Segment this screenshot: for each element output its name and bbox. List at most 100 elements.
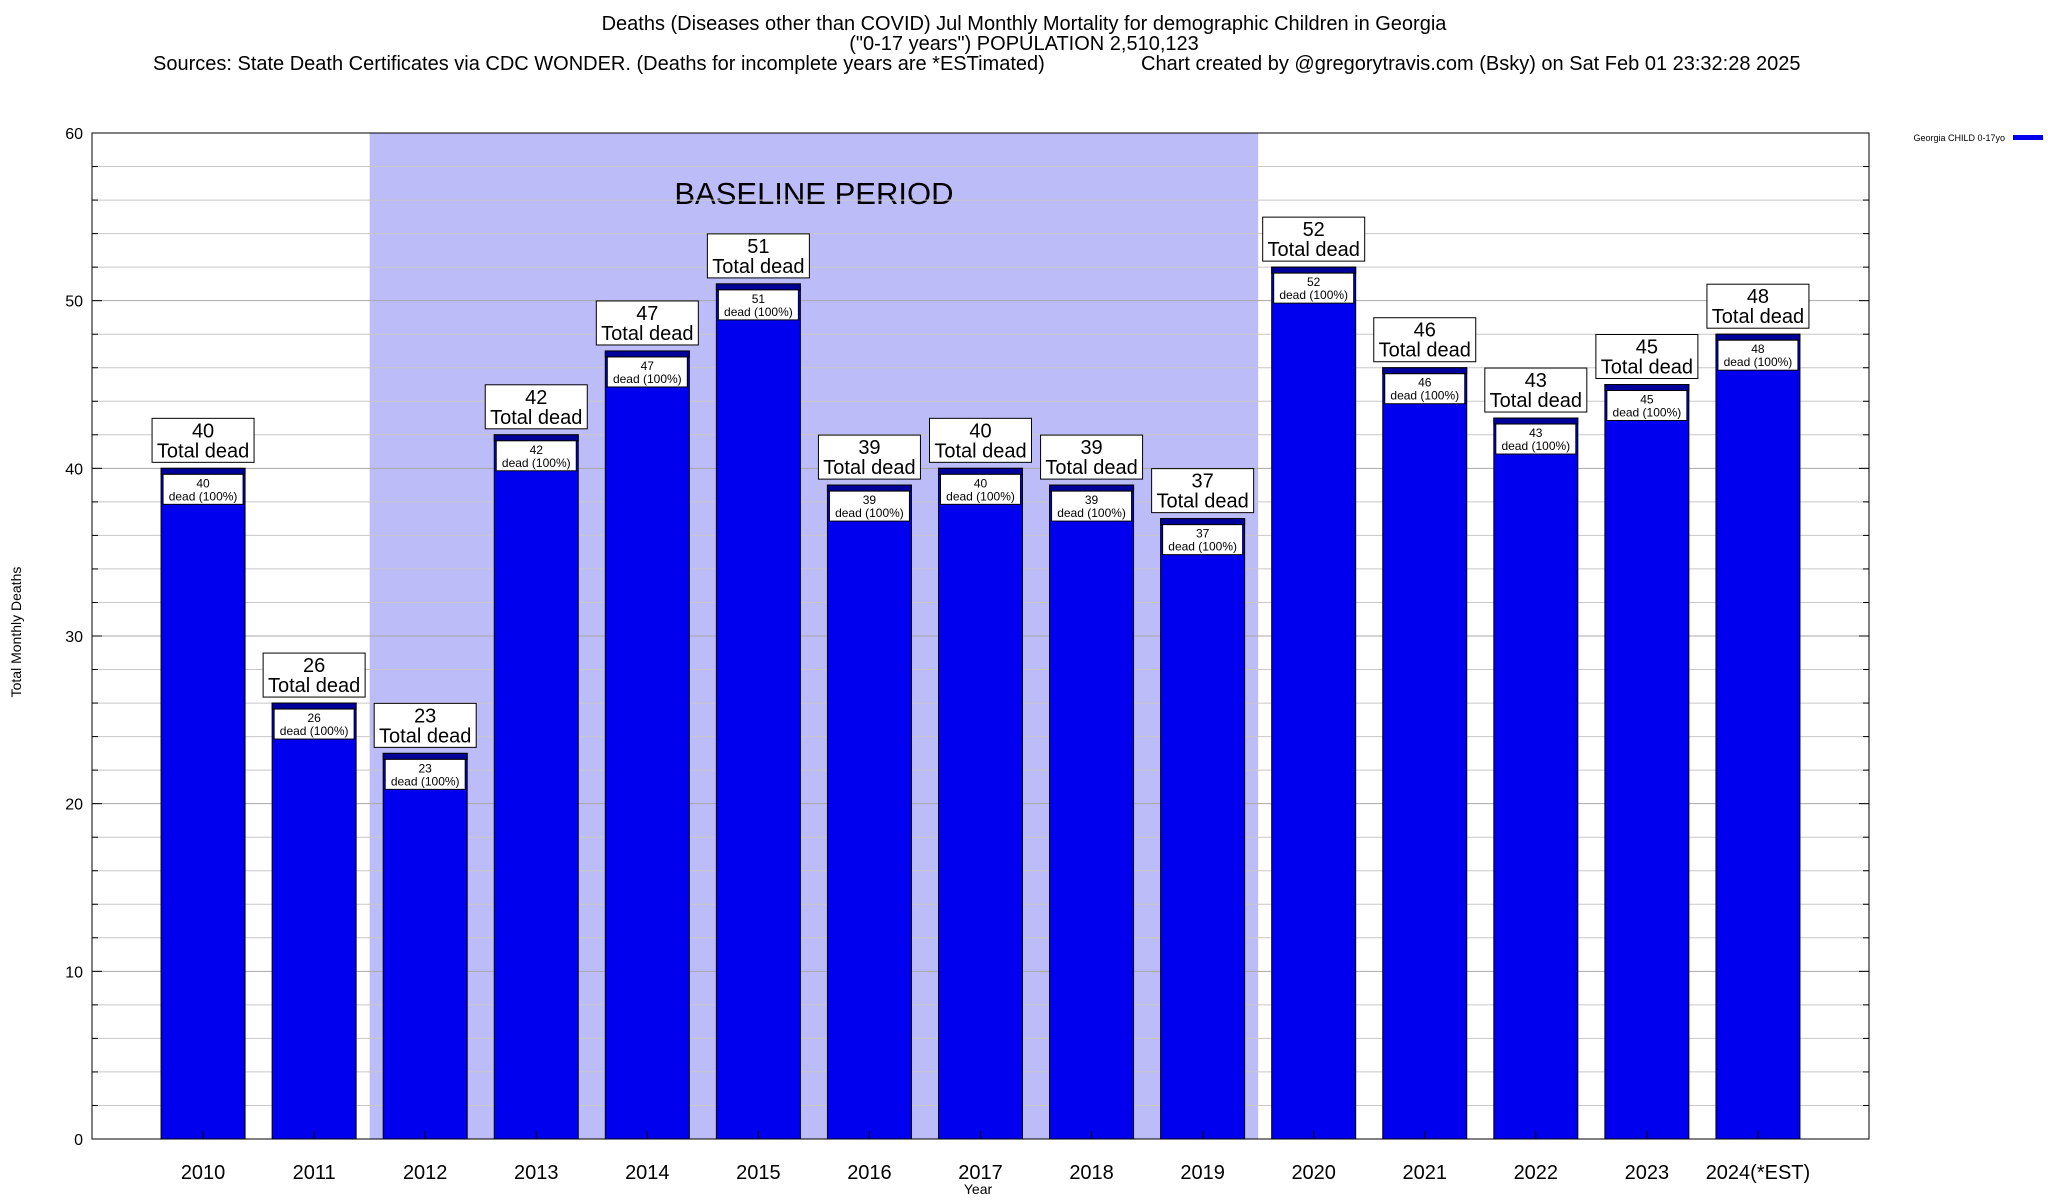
inner-label-box bbox=[273, 708, 355, 740]
bar-top-cap bbox=[604, 350, 690, 358]
total-label-value: 37 bbox=[1192, 471, 1214, 493]
inner-label-box bbox=[1495, 423, 1577, 455]
inner-label-box bbox=[384, 758, 466, 790]
x-tick-label: 2013 bbox=[514, 1162, 559, 1184]
inner-label-box bbox=[1051, 490, 1133, 522]
bar bbox=[493, 434, 579, 1140]
inner-label-box bbox=[717, 289, 799, 321]
total-label-value: 45 bbox=[1636, 337, 1658, 359]
inner-label-value: 47 bbox=[641, 359, 655, 373]
total-label-value: 47 bbox=[636, 303, 658, 325]
y-tick-label: 0 bbox=[74, 1132, 83, 1149]
x-tick-label: 2010 bbox=[181, 1162, 226, 1184]
bar bbox=[382, 752, 468, 1140]
bar-top-cap bbox=[1271, 266, 1357, 274]
bar bbox=[715, 283, 801, 1140]
inner-label-value: 52 bbox=[1307, 275, 1321, 289]
x-tick-label: 2021 bbox=[1403, 1162, 1448, 1184]
bar-top-cap bbox=[1382, 367, 1468, 375]
total-label-box bbox=[1373, 317, 1477, 363]
chart-subtitle: ("0-17 years") POPULATION 2,510,123 bbox=[849, 33, 1199, 55]
inner-label-text: dead (100%) bbox=[835, 506, 904, 520]
total-label-value: 39 bbox=[858, 437, 880, 459]
inner-label-text: dead (100%) bbox=[280, 724, 349, 738]
x-tick-label: 2024(*EST) bbox=[1706, 1162, 1811, 1184]
bar-top-cap bbox=[1493, 417, 1579, 425]
bar bbox=[1160, 518, 1246, 1140]
y-tick-label: 60 bbox=[65, 126, 83, 143]
inner-label-box bbox=[828, 490, 910, 522]
total-label-box bbox=[151, 417, 255, 463]
inner-label-value: 39 bbox=[1085, 493, 1099, 507]
total-label-box bbox=[373, 702, 477, 748]
inner-label-value: 48 bbox=[1751, 342, 1765, 356]
inner-label-value: 37 bbox=[1196, 527, 1210, 541]
bar-top-cap bbox=[382, 752, 468, 760]
inner-label-box bbox=[1717, 339, 1799, 371]
bar-top-cap bbox=[493, 434, 579, 442]
legend-swatch bbox=[2013, 135, 2043, 140]
total-label-box bbox=[1151, 468, 1255, 514]
x-tick-label: 2020 bbox=[1291, 1162, 1336, 1184]
inner-label-text: dead (100%) bbox=[1057, 506, 1126, 520]
total-label-text: Total dead bbox=[379, 725, 471, 747]
x-tick-label: 2011 bbox=[293, 1162, 336, 1184]
inner-label-text: dead (100%) bbox=[1501, 439, 1570, 453]
total-label-box bbox=[262, 652, 366, 698]
chart-sources: Sources: State Death Certificates via CD… bbox=[153, 53, 1045, 75]
inner-label-text: dead (100%) bbox=[1279, 288, 1348, 302]
bars bbox=[160, 266, 1801, 1140]
y-tick-label: 30 bbox=[65, 629, 83, 646]
bar bbox=[1715, 333, 1801, 1140]
inner-label-box bbox=[1273, 272, 1355, 304]
total-label-value: 40 bbox=[192, 420, 214, 442]
x-tick-label: 2012 bbox=[403, 1162, 448, 1184]
total-label-value: 42 bbox=[525, 387, 547, 409]
bar-top-cap bbox=[715, 283, 801, 291]
inner-label-text: dead (100%) bbox=[1613, 406, 1682, 420]
bar-top-cap bbox=[1160, 518, 1246, 526]
y-tick-label: 20 bbox=[65, 797, 83, 814]
total-label-text: Total dead bbox=[1490, 390, 1582, 412]
inner-label-box bbox=[1384, 373, 1466, 405]
inner-label-box bbox=[1162, 524, 1244, 556]
total-label-value: 43 bbox=[1525, 370, 1547, 392]
inner-label-value: 39 bbox=[863, 493, 877, 507]
bar bbox=[271, 702, 357, 1140]
bar-top-cap bbox=[160, 467, 246, 475]
total-label-value: 46 bbox=[1414, 320, 1436, 342]
bar-top-cap bbox=[826, 484, 912, 492]
total-label-value: 26 bbox=[303, 655, 325, 677]
total-label-text: Total dead bbox=[1712, 306, 1804, 328]
inner-label-value: 26 bbox=[307, 711, 321, 725]
inner-label-value: 43 bbox=[1529, 426, 1543, 440]
x-tick-label: 2015 bbox=[736, 1162, 781, 1184]
total-label-text: Total dead bbox=[934, 440, 1026, 462]
total-label-text: Total dead bbox=[1268, 239, 1360, 261]
bar bbox=[1493, 417, 1579, 1140]
y-axis-label: Total Monthly Deaths bbox=[8, 566, 24, 698]
total-label-text: Total dead bbox=[1379, 340, 1471, 362]
inner-label-text: dead (100%) bbox=[169, 489, 238, 503]
bar-top-cap bbox=[1049, 484, 1135, 492]
x-tick-label: 2017 bbox=[958, 1162, 1003, 1184]
total-label-text: Total dead bbox=[268, 675, 360, 697]
inner-label-value: 23 bbox=[419, 761, 433, 775]
x-axis-label: Year bbox=[963, 1181, 993, 1197]
total-label-box bbox=[1262, 216, 1366, 262]
total-label-value: 39 bbox=[1080, 437, 1102, 459]
inner-label-text: dead (100%) bbox=[724, 305, 793, 319]
inner-label-value: 40 bbox=[974, 476, 988, 490]
bar bbox=[938, 467, 1023, 1140]
inner-label-text: dead (100%) bbox=[1168, 540, 1237, 554]
legend-label: Georgia CHILD 0-17yo bbox=[1913, 133, 2005, 143]
inner-label-value: 45 bbox=[1640, 393, 1654, 407]
chart-credit: Chart created by @gregorytravis.com (Bsk… bbox=[1141, 53, 1801, 75]
baseline-period-label: BASELINE PERIOD bbox=[674, 176, 953, 211]
inner-label-text: dead (100%) bbox=[613, 372, 682, 386]
inner-label-value: 46 bbox=[1418, 376, 1432, 390]
total-label-box bbox=[484, 384, 588, 430]
total-label-box bbox=[1595, 334, 1699, 379]
